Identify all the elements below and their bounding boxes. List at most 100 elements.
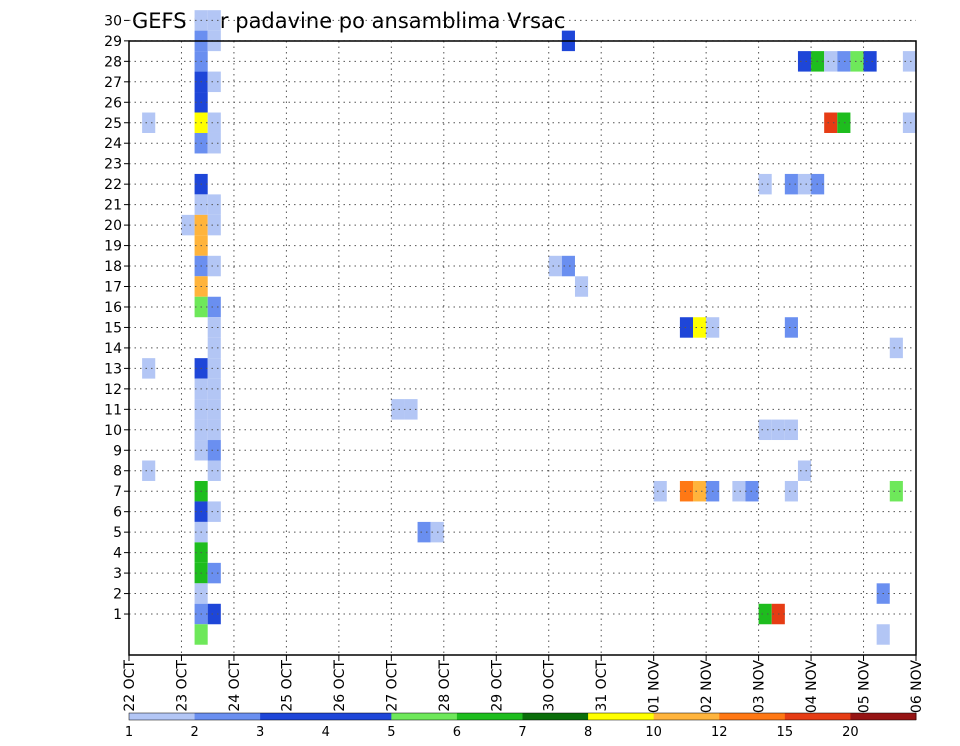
y-tick-label: 18: [104, 259, 122, 275]
heatmap-cell: [784, 419, 798, 441]
colorbar-label: 10: [645, 725, 662, 740]
x-tick-label: 04 NOV: [804, 660, 820, 714]
colorbar-segment: [129, 713, 196, 720]
colorbar-segment: [522, 713, 589, 720]
colorbar-segment: [588, 713, 655, 720]
heatmap-cell: [207, 132, 221, 154]
colorbar-label: 7: [518, 725, 526, 740]
heatmap-cell: [797, 173, 812, 195]
heatmap-cell: [797, 51, 812, 72]
y-tick-label: 23: [104, 157, 122, 173]
colorbar-segment: [850, 713, 917, 720]
heatmap-cell: [837, 51, 851, 72]
heatmap-cell: [784, 480, 798, 502]
heatmap-cell: [207, 562, 221, 584]
y-tick-label: 12: [104, 382, 122, 398]
heatmap-cell: [902, 112, 916, 133]
heatmap-cell: [758, 603, 772, 625]
heatmap-cell: [693, 480, 707, 502]
heatmap-cell: [181, 214, 195, 236]
colorbar-segment: [194, 713, 261, 720]
y-tick-label: 4: [113, 546, 122, 562]
heatmap-cell: [207, 358, 221, 379]
y-tick-label: 6: [113, 505, 122, 521]
heatmap-cell: [142, 358, 156, 379]
heatmap-cell: [194, 624, 208, 645]
y-tick-label: 28: [104, 54, 122, 70]
heatmap-cell: [207, 337, 221, 359]
y-tick-label: 11: [104, 402, 122, 418]
heatmap-cell: [693, 317, 707, 338]
x-tick-label: 30 OCT: [542, 660, 558, 712]
x-tick-label: 26 OCT: [332, 660, 348, 712]
x-tick-label: 31 OCT: [594, 660, 610, 712]
colorbar-label: 20: [842, 725, 859, 740]
heatmap-cell: [207, 440, 221, 461]
x-tick-label: 23 OCT: [174, 660, 190, 712]
x-tick-label: 02 NOV: [699, 660, 715, 714]
heatmap-cell: [207, 10, 221, 31]
y-tick-label: 3: [113, 566, 122, 582]
heatmap-cell: [824, 51, 838, 72]
heatmap-cell: [207, 214, 221, 236]
heatmap-cell: [863, 51, 877, 72]
colorbar-label: 6: [453, 725, 461, 740]
y-tick-label: 9: [113, 443, 122, 459]
heatmap-cells: [142, 10, 916, 645]
heatmap-cell: [207, 399, 221, 420]
heatmap-cell: [548, 255, 562, 277]
colorbar-label: 12: [711, 725, 728, 740]
plot-frame: [128, 40, 917, 656]
heatmap-cell: [142, 460, 156, 481]
x-tick-label: 22 OCT: [122, 660, 138, 712]
heatmap-cell: [142, 112, 156, 133]
grid-lines: [129, 19, 916, 655]
x-axis-ticks: 22 OCT 23 OCT 24 OCT 25 OCT 26 OCT 27 OCT 28 O…: [122, 655, 925, 713]
colorbar-segment: [391, 713, 458, 720]
x-tick-label: 24 OCT: [227, 660, 243, 712]
heatmap-cell: [824, 112, 838, 133]
y-tick-label: 26: [104, 95, 122, 111]
colorbar-frame: [128, 712, 917, 721]
y-tick-label: 7: [113, 484, 122, 500]
y-tick-label: 21: [104, 198, 122, 214]
colorbar-label: 8: [584, 725, 592, 740]
y-tick-label: 30: [104, 13, 122, 29]
colorbar-segment: [325, 713, 392, 720]
colorbar-segment: [653, 713, 720, 720]
heatmap-cell: [561, 255, 575, 277]
y-tick-label: 13: [104, 361, 122, 377]
x-tick-label: 03 NOV: [752, 660, 768, 714]
heatmap-cell: [207, 317, 221, 338]
y-tick-label: 16: [104, 300, 122, 316]
colorbar: 1 2 3 4 5 6 7 8 10 12 15 20: [125, 712, 917, 740]
heatmap-cell: [653, 480, 667, 502]
heatmap-cell: [207, 419, 221, 441]
heatmap-cell: [207, 112, 221, 133]
y-tick-label: 27: [104, 75, 122, 91]
x-tick-label: 25 OCT: [279, 660, 295, 712]
heatmap-cell: [758, 419, 772, 441]
heatmap-cell: [784, 173, 798, 195]
y-tick-label: 10: [104, 423, 122, 439]
colorbar-label: 5: [387, 725, 395, 740]
colorbar-segment: [784, 713, 851, 720]
heatmap-cell: [732, 480, 746, 502]
heatmap-cell: [207, 501, 221, 522]
heatmap-cell: [404, 399, 418, 420]
y-tick-label: 22: [104, 177, 122, 193]
heatmap-cell: [850, 51, 864, 72]
y-tick-label: 1: [113, 607, 122, 623]
colorbar-label: 3: [256, 725, 264, 740]
y-tick-label: 20: [104, 218, 122, 234]
heatmap-cell: [784, 317, 798, 338]
y-axis-ticks: 1234567891011121314151617181920212223242…: [104, 13, 129, 623]
y-tick-label: 8: [113, 464, 122, 480]
colorbar-label: 2: [190, 725, 198, 740]
heatmap-cell: [837, 112, 851, 133]
heatmap-cell: [902, 51, 916, 72]
heatmap-cell: [207, 296, 221, 318]
colorbar-label: 15: [777, 725, 794, 740]
heatmap-cell: [889, 480, 903, 502]
